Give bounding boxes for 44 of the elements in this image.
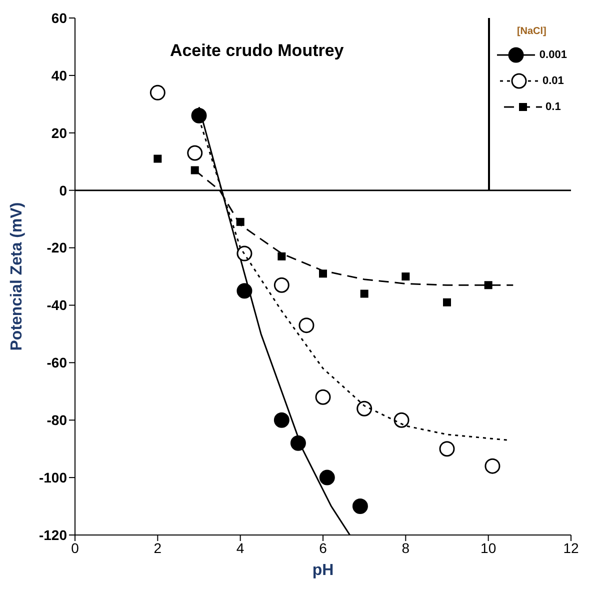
point <box>443 298 451 306</box>
point <box>394 412 410 428</box>
x-tick-label: 12 <box>563 540 579 556</box>
x-axis-title: pH <box>312 562 334 579</box>
y-tick-label: 20 <box>51 124 68 141</box>
text: Aceite crudo Moutrey <box>168 40 345 61</box>
point <box>150 84 166 100</box>
point <box>319 470 335 486</box>
x-tick-label: 6 <box>319 540 328 556</box>
x-tick-label: 2 <box>154 540 162 556</box>
point <box>274 277 290 293</box>
y-tick-label: 60 <box>51 10 68 26</box>
point <box>352 498 368 514</box>
point <box>236 246 252 262</box>
x-tick-label: 10 <box>480 540 496 556</box>
point <box>278 252 286 260</box>
legend-label: 0.001 <box>539 49 567 61</box>
y-tick-label: 0 <box>59 182 68 198</box>
point <box>187 145 203 161</box>
point <box>298 318 314 334</box>
y-tick-label: -120 <box>38 526 68 543</box>
y-tick-label: 40 <box>51 67 68 84</box>
point <box>315 389 331 405</box>
y-tick-label: -40 <box>46 297 68 314</box>
point <box>439 441 455 457</box>
y-tick-label: -80 <box>46 412 68 428</box>
legend-title: [NaCl] <box>516 26 548 37</box>
point <box>236 283 252 299</box>
legend-label: 0.1 <box>546 101 561 113</box>
point <box>360 290 368 298</box>
x-tick-label: 4 <box>236 540 244 556</box>
legend-label: 0.01 <box>542 75 564 87</box>
x-tick-label: 0 <box>71 540 80 556</box>
point <box>154 154 162 163</box>
y-tick-label: -60 <box>46 354 68 371</box>
point <box>484 281 492 290</box>
point <box>356 400 372 416</box>
y-tick-label: -20 <box>46 240 68 256</box>
x-tick-label: 8 <box>402 540 410 556</box>
point <box>484 458 500 474</box>
y-axis-title: Potencial Zeta (mV) <box>8 202 26 351</box>
point <box>274 412 290 428</box>
point <box>402 272 410 280</box>
y-tick-label: -100 <box>38 470 68 486</box>
